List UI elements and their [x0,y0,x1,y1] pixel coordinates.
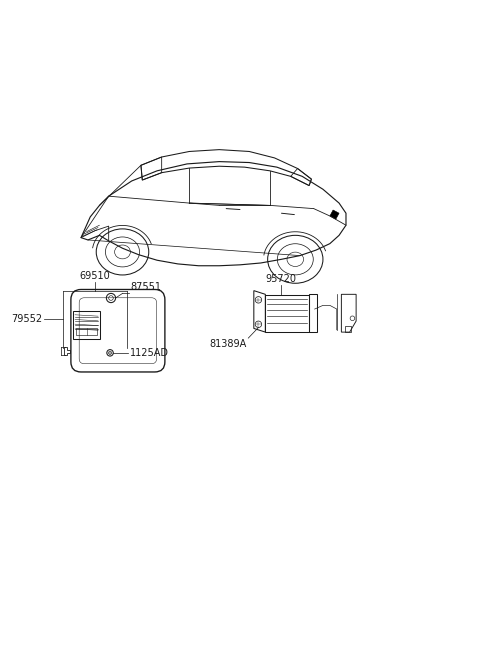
Polygon shape [330,210,339,219]
Text: 87551: 87551 [131,282,162,292]
Text: 1125AD: 1125AD [130,348,169,358]
Text: 69510: 69510 [80,271,110,282]
Text: 81389A: 81389A [210,339,247,350]
Text: 79552: 79552 [12,314,43,324]
Text: 95720: 95720 [265,274,296,284]
